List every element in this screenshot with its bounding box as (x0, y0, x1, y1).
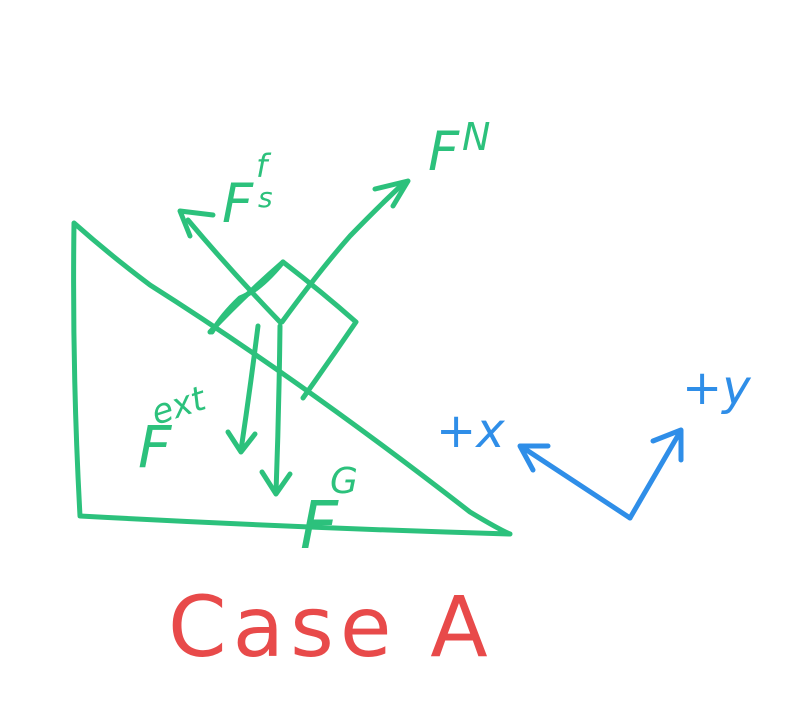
external-label-sup: ext (146, 378, 212, 433)
y-axis-label: +y (682, 360, 751, 416)
x-axis-arrow (519, 444, 633, 521)
block-left-edge (209, 259, 286, 335)
gravity-label-main: F (300, 487, 339, 564)
friction-label-sup: f (256, 147, 272, 185)
friction-label-sub: s (258, 181, 273, 214)
external-force-arrow (238, 323, 261, 453)
external-arrowhead (225, 429, 258, 455)
normal-force-arrow (279, 179, 408, 325)
friction-arrowhead (177, 208, 216, 239)
external-label-main: F (138, 413, 173, 481)
normal-label-main: F (428, 120, 460, 183)
gravity-force-arrow (273, 323, 283, 496)
friction-label-main: F (222, 172, 254, 235)
gravity-label-sup: G (330, 461, 358, 502)
normal-label-sup: N (462, 115, 490, 159)
incline-triangle (71, 220, 513, 537)
y-axis-arrow (627, 429, 683, 521)
normal-arrowhead (372, 178, 411, 209)
friction-force-arrow (185, 217, 283, 325)
block (207, 259, 359, 401)
y-axis-arrowhead (650, 427, 684, 463)
x-axis-label: +x (436, 403, 505, 459)
gravity-arrowhead (259, 469, 293, 497)
x-axis-arrowhead (517, 443, 551, 473)
case-title: Case A (168, 578, 494, 676)
